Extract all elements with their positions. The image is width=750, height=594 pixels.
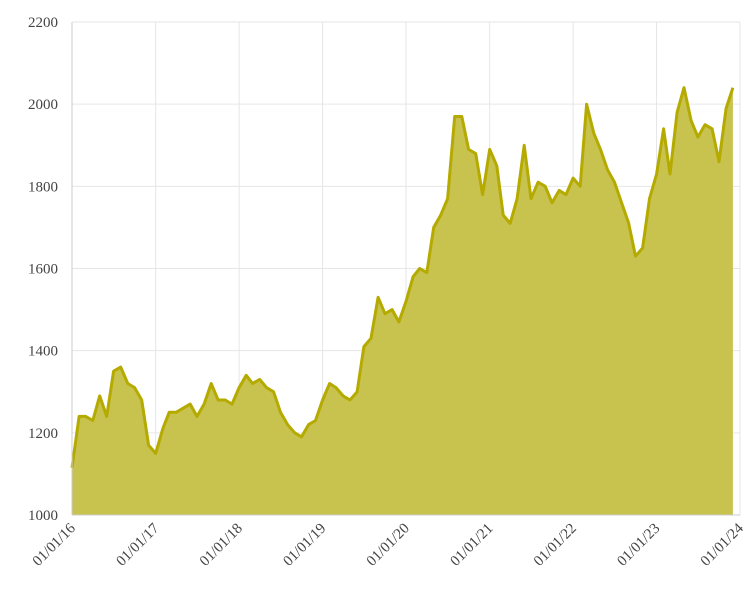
line [70, 86, 735, 469]
x-tick-label: 01/01/19 [280, 521, 329, 570]
x-tick-label: 01/01/21 [447, 521, 496, 570]
y-tick-label: 1400 [28, 344, 58, 360]
x-tick-label: 01/01/17 [113, 520, 162, 569]
x-tick-label: 01/01/16 [30, 520, 79, 569]
area [72, 87, 733, 515]
y-tick-label: 1000 [28, 508, 58, 524]
y-tick-label: 1200 [28, 426, 58, 442]
y-tick-label: 2200 [28, 15, 58, 31]
y-tick-label: 1800 [28, 179, 58, 195]
x-tick-label: 01/01/22 [531, 521, 580, 570]
x-tick-label: 01/01/20 [364, 521, 413, 570]
x-tick-label: 01/01/18 [197, 521, 246, 570]
y-tick-label: 1600 [28, 262, 58, 278]
x-tick-label: 01/01/23 [614, 521, 663, 570]
x-tick-label: 01/01/24 [698, 520, 747, 569]
y-tick-label: 2000 [28, 97, 58, 113]
